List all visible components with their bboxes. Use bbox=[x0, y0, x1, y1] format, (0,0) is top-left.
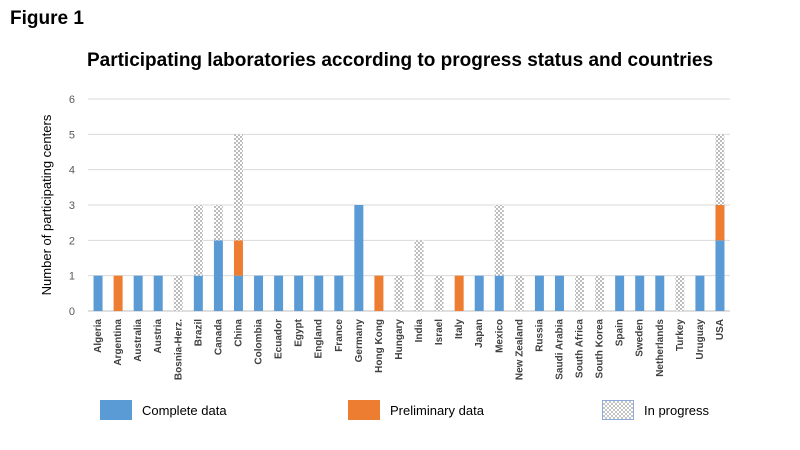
y-tick-label: 0 bbox=[69, 306, 75, 318]
x-tick-label: Egypt bbox=[294, 318, 305, 346]
x-tick-label: Hungary bbox=[394, 319, 405, 360]
bar-in-progress bbox=[213, 205, 223, 241]
bar-complete-data bbox=[534, 275, 544, 311]
x-tick-label: France bbox=[334, 319, 345, 352]
bar-complete-data bbox=[635, 275, 645, 311]
x-axis-ticks: Algeria Argentina Australia Austria Bosnia-H… bbox=[93, 318, 726, 380]
x-tick-label: Netherlands bbox=[655, 319, 666, 377]
y-tick-label: 5 bbox=[69, 129, 75, 141]
bar-complete-data bbox=[695, 275, 705, 311]
legend-item: Complete data bbox=[100, 400, 227, 420]
x-tick-label: Brazil bbox=[193, 319, 204, 346]
bar-in-progress bbox=[494, 205, 504, 276]
x-tick-label: Uruguay bbox=[695, 319, 706, 360]
bar-complete-data bbox=[474, 275, 484, 311]
x-tick-label: South Africa bbox=[575, 319, 586, 379]
x-tick-label: Turkey bbox=[675, 319, 686, 351]
legend-item: Preliminary data bbox=[348, 400, 484, 420]
x-tick-label: Russia bbox=[534, 319, 545, 352]
bar-complete-data bbox=[233, 275, 243, 311]
bar-complete-data bbox=[133, 275, 143, 311]
legend-label: In progress bbox=[644, 402, 710, 418]
bar-complete-data bbox=[93, 275, 103, 311]
legend-item: In progress bbox=[602, 400, 709, 420]
y-tick-label: 4 bbox=[69, 165, 75, 177]
bar-complete-data bbox=[554, 275, 564, 311]
x-tick-label: Australia bbox=[133, 319, 144, 362]
bar-complete-data bbox=[254, 275, 264, 311]
x-tick-label: Sweden bbox=[635, 319, 646, 357]
bar-in-progress bbox=[414, 240, 424, 311]
x-tick-label: Ecuador bbox=[274, 319, 285, 359]
x-tick-label: Algeria bbox=[93, 319, 104, 353]
bar-in-progress bbox=[233, 134, 243, 241]
bar-complete-data bbox=[314, 275, 324, 311]
y-tick-label: 6 bbox=[69, 94, 75, 106]
legend-swatch bbox=[602, 400, 634, 420]
bar-preliminary-data bbox=[233, 240, 243, 276]
x-tick-label: England bbox=[314, 319, 325, 358]
bar-complete-data bbox=[655, 275, 665, 311]
x-tick-label: New Zealand bbox=[514, 319, 525, 380]
bar-preliminary-data bbox=[454, 275, 464, 311]
legend-label: Complete data bbox=[142, 402, 227, 418]
bar-in-progress bbox=[434, 275, 444, 311]
y-tick-label: 1 bbox=[69, 271, 75, 283]
x-tick-label: Canada bbox=[213, 319, 224, 356]
x-tick-label: USA bbox=[715, 319, 726, 340]
grid-lines bbox=[88, 98, 730, 312]
bar-complete-data bbox=[213, 240, 223, 311]
x-tick-label: Austria bbox=[153, 319, 164, 354]
x-tick-label: Italy bbox=[454, 319, 465, 339]
bar-in-progress bbox=[715, 134, 725, 205]
x-tick-label: Japan bbox=[474, 319, 485, 348]
bar-preliminary-data bbox=[113, 275, 123, 311]
x-tick-label: Hong Kong bbox=[374, 319, 385, 373]
chart-title: Participating laboratories according to … bbox=[86, 50, 714, 71]
x-tick-label: Argentina bbox=[113, 319, 124, 366]
bar-complete-data bbox=[354, 205, 364, 311]
bars bbox=[93, 134, 725, 311]
bar-in-progress bbox=[193, 205, 203, 276]
bar-complete-data bbox=[334, 275, 344, 311]
y-axis-label: Number of participating centers bbox=[39, 114, 54, 295]
legend-swatch bbox=[100, 400, 132, 420]
x-tick-label: Colombia bbox=[254, 319, 265, 365]
x-tick-label: Saudi Arabia bbox=[554, 319, 565, 380]
y-tick-label: 3 bbox=[69, 200, 75, 212]
x-tick-label: China bbox=[233, 319, 244, 347]
bar-in-progress bbox=[595, 275, 605, 311]
bar-complete-data bbox=[715, 240, 725, 311]
legend-swatch bbox=[348, 400, 380, 420]
y-axis-ticks: 0 1 2 3 4 5 6 bbox=[69, 94, 75, 318]
x-tick-label: Spain bbox=[615, 319, 626, 346]
bar-complete-data bbox=[193, 275, 203, 311]
bar-in-progress bbox=[173, 275, 183, 311]
bar-complete-data bbox=[494, 275, 504, 311]
x-tick-label: Mexico bbox=[494, 319, 505, 353]
legend-label: Preliminary data bbox=[390, 402, 484, 418]
x-tick-label: South Korea bbox=[595, 319, 606, 379]
bar-in-progress bbox=[514, 275, 524, 311]
x-tick-label: Bosnia-Herz. bbox=[173, 319, 184, 380]
bar-complete-data bbox=[153, 275, 163, 311]
bar-in-progress bbox=[575, 275, 585, 311]
y-tick-label: 2 bbox=[69, 235, 75, 247]
bar-preliminary-data bbox=[715, 205, 725, 241]
bar-complete-data bbox=[294, 275, 304, 311]
bar-complete-data bbox=[615, 275, 625, 311]
bar-preliminary-data bbox=[374, 275, 384, 311]
bar-complete-data bbox=[274, 275, 284, 311]
x-tick-label: Israel bbox=[434, 319, 445, 345]
x-tick-label: India bbox=[414, 319, 425, 343]
x-tick-label: Germany bbox=[354, 319, 365, 363]
bar-in-progress bbox=[675, 275, 685, 311]
figure-label: Figure 1 bbox=[10, 8, 84, 29]
bar-in-progress bbox=[394, 275, 404, 311]
